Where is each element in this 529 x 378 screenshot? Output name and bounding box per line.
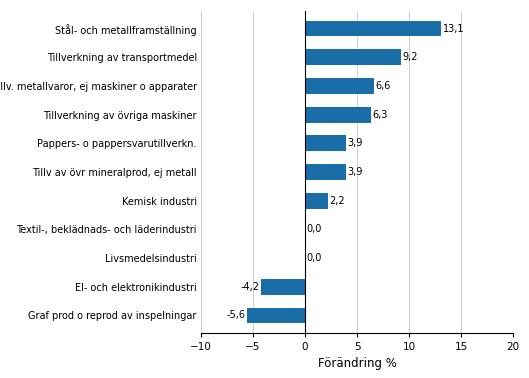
- Text: 13,1: 13,1: [443, 23, 464, 34]
- Text: 9,2: 9,2: [403, 52, 418, 62]
- Text: -5,6: -5,6: [226, 310, 245, 321]
- Text: 0,0: 0,0: [307, 225, 322, 234]
- Bar: [305, 164, 345, 180]
- Text: 3,9: 3,9: [347, 167, 362, 177]
- Bar: [305, 50, 401, 65]
- Bar: [305, 135, 345, 151]
- Text: 6,6: 6,6: [375, 81, 390, 91]
- Bar: [261, 279, 305, 294]
- Text: 0,0: 0,0: [307, 253, 322, 263]
- Text: 2,2: 2,2: [330, 196, 345, 206]
- Bar: [305, 21, 441, 36]
- Bar: [305, 193, 328, 209]
- Text: 3,9: 3,9: [347, 138, 362, 148]
- Text: 6,3: 6,3: [372, 110, 388, 119]
- Bar: [305, 107, 371, 122]
- Bar: [247, 308, 305, 323]
- X-axis label: Förändring %: Förändring %: [317, 357, 397, 370]
- Bar: [305, 78, 373, 94]
- Text: -4,2: -4,2: [241, 282, 260, 292]
